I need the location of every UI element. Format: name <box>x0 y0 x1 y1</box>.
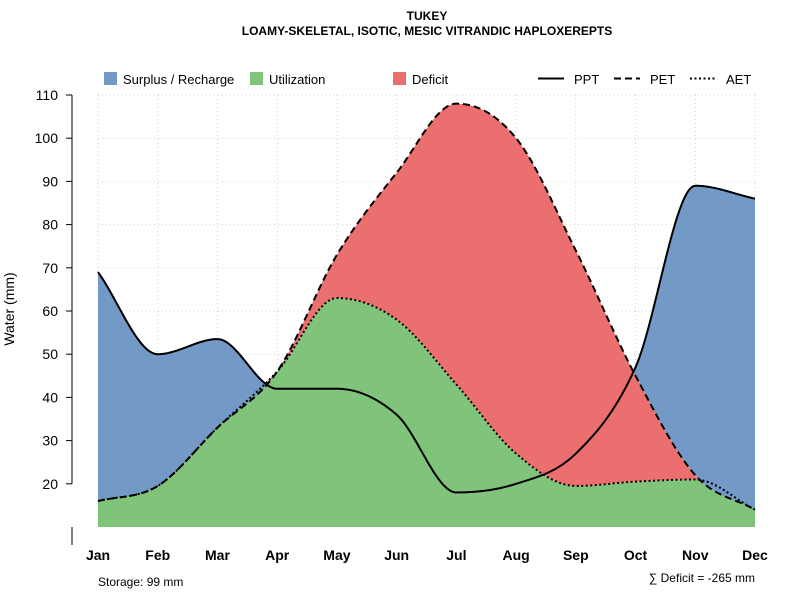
y-tick-label: 80 <box>42 217 58 233</box>
legend-item-deficit: Deficit <box>393 72 449 87</box>
y-tick-label: 30 <box>42 433 58 449</box>
y-tick-label: 70 <box>42 260 58 276</box>
y-tick-label: 90 <box>42 173 58 189</box>
axes: 20 30 40 50 60 70 80 90 100 110 Jan Feb Mar Apr May Jun… <box>35 87 768 563</box>
x-tick-label: Sep <box>563 547 589 563</box>
x-tick-label: Dec <box>742 547 768 563</box>
legend-label: PPT <box>574 72 599 87</box>
legend-swatch <box>393 72 406 85</box>
x-tick-label: Apr <box>265 547 290 563</box>
legend-label: Deficit <box>412 72 449 87</box>
x-tick-label: Feb <box>145 547 170 563</box>
legend-item-ppt: PPT <box>538 72 599 87</box>
y-tick-label: 100 <box>35 130 59 146</box>
x-tick-label: Mar <box>205 547 230 563</box>
legend-item-pet: PET <box>614 72 675 87</box>
series-lines <box>97 102 756 511</box>
utilization-area <box>98 298 755 527</box>
chart-subtitle: LOAMY-SKELETAL, ISOTIC, MESIC VITRANDIC … <box>242 24 612 38</box>
deficit-area <box>98 103 755 510</box>
legend-label: Surplus / Recharge <box>123 72 234 87</box>
x-tick-label: Aug <box>502 547 529 563</box>
areas <box>98 103 755 527</box>
x-tick-label: Jan <box>86 547 110 563</box>
legend-item-utilization: Utilization <box>250 72 325 87</box>
surplus-area <box>98 103 755 510</box>
deficit-annotation: ∑ Deficit = -265 mm <box>649 571 755 585</box>
storage-annotation: Storage: 99 mm <box>98 575 183 589</box>
y-tick-label: 40 <box>42 389 58 405</box>
y-axis-label: Water (mm) <box>1 272 17 345</box>
chart-title: TUKEY <box>407 9 448 23</box>
y-tick-label: 60 <box>42 303 58 319</box>
x-tick-label: Nov <box>682 547 709 563</box>
legend: Surplus / Recharge Utilization Deficit PPT P… <box>104 72 751 87</box>
legend-label: PET <box>650 72 675 87</box>
y-tick-label: 50 <box>42 346 58 362</box>
legend-item-aet: AET <box>690 72 751 87</box>
legend-swatch <box>250 72 263 85</box>
x-tick-label: Jun <box>384 547 409 563</box>
legend-swatch <box>104 72 117 85</box>
y-tick-label: 20 <box>42 476 58 492</box>
legend-label: AET <box>726 72 751 87</box>
series-line-aet <box>97 297 756 511</box>
series-line-ppt <box>97 184 756 494</box>
x-tick-label: Jul <box>446 547 466 563</box>
x-tick-label: May <box>323 547 350 563</box>
y-tick-label: 110 <box>36 87 59 103</box>
x-tick-label: Oct <box>624 547 648 563</box>
series-line-pet <box>97 102 756 511</box>
legend-label: Utilization <box>269 72 325 87</box>
legend-item-surplus-recharge: Surplus / Recharge <box>104 72 234 87</box>
